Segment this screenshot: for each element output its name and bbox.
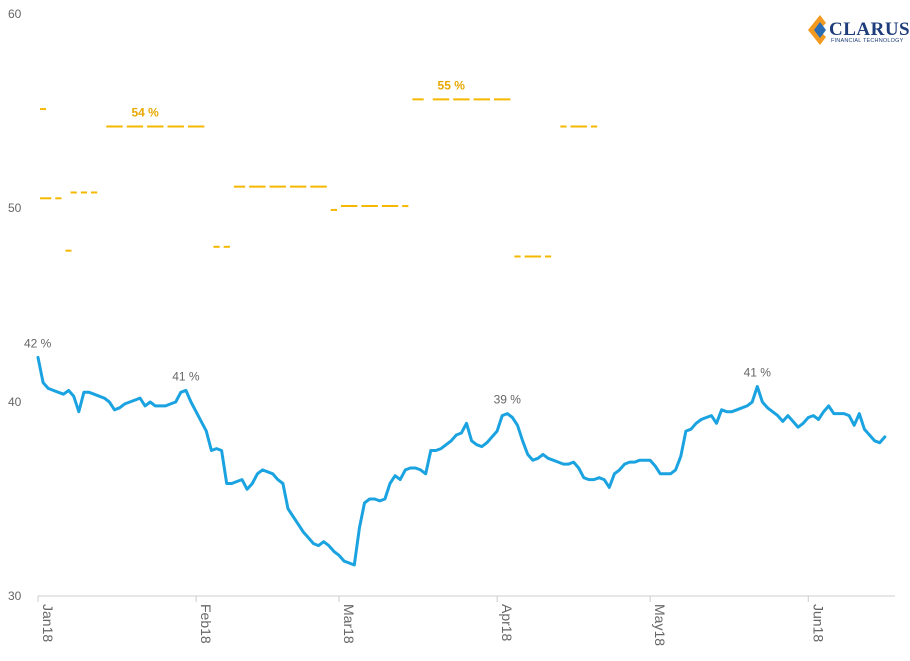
series-blue-line xyxy=(36,355,887,567)
x-tick-label: May18 xyxy=(652,604,668,646)
logo-name: CLARUS xyxy=(829,19,910,40)
y-tick-label: 60 xyxy=(8,7,22,21)
x-tick-label: Apr18 xyxy=(499,604,515,642)
x-tick-label: Feb18 xyxy=(198,604,214,644)
y-tick-label: 50 xyxy=(8,201,22,215)
data-label: 41 % xyxy=(744,365,772,379)
data-label: 41 % xyxy=(172,369,200,383)
data-label: 42 % xyxy=(24,336,52,350)
x-axis: Jan18 Feb18 Mar18 Apr18 May18 Jun18 xyxy=(37,595,895,646)
clarus-logo: CLARUS FINANCIAL TECHNOLOGY xyxy=(808,15,910,45)
series-yellow-steps xyxy=(40,98,598,258)
y-tick-label: 30 xyxy=(8,589,22,603)
series-line-path xyxy=(36,355,887,567)
logo-mark-blue xyxy=(814,22,826,38)
data-label: 55 % xyxy=(438,78,466,92)
annotations: 42 % 41 % 39 % 41 % 54 % 55 % xyxy=(24,78,771,406)
x-tick-label: Jan18 xyxy=(40,604,56,642)
y-axis: 30 40 50 60 xyxy=(8,7,22,603)
data-label: 39 % xyxy=(494,393,522,407)
x-tick-label: Jun18 xyxy=(810,604,826,642)
y-tick-label: 40 xyxy=(8,395,22,409)
x-tick-label: Mar18 xyxy=(341,604,357,644)
data-label: 54 % xyxy=(131,106,159,120)
logo-tagline: FINANCIAL TECHNOLOGY xyxy=(831,38,904,44)
